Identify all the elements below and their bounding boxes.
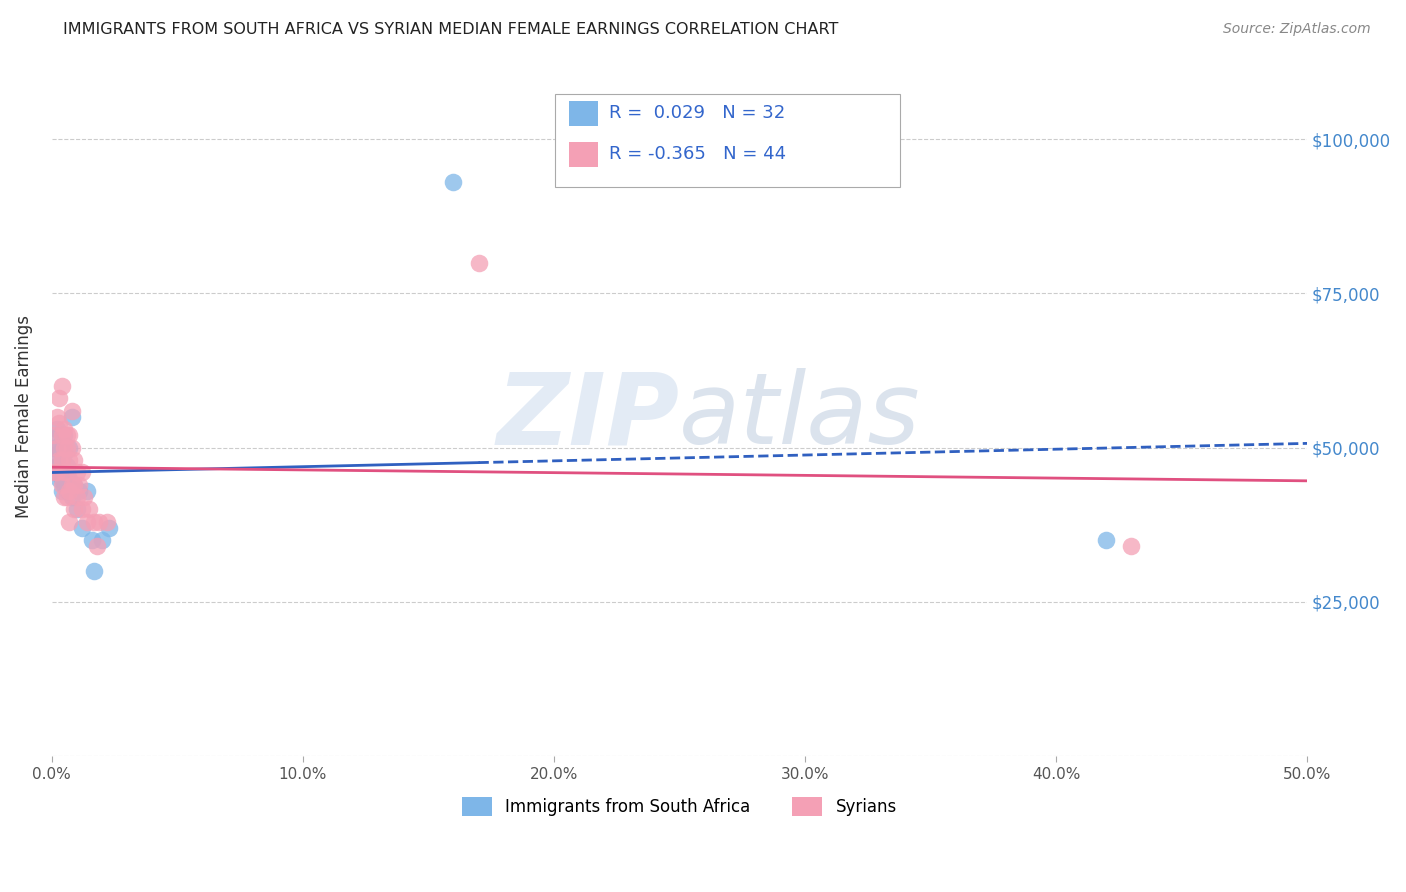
Point: [45, 409, 67, 424]
Point: [63, 477, 86, 491]
Y-axis label: Median Female Earnings: Median Female Earnings: [15, 316, 32, 518]
Point: [73, 490, 96, 504]
Point: [53, 428, 76, 442]
Point: [63, 502, 86, 516]
Point: [63, 477, 86, 491]
Point: [79, 502, 101, 516]
Point: [44, 441, 66, 455]
Point: [58, 515, 80, 529]
Point: [48, 392, 70, 406]
Point: [53, 477, 76, 491]
Point: [58, 483, 80, 498]
Point: [70, 521, 93, 535]
Point: [48, 459, 70, 474]
Point: [66, 466, 89, 480]
Point: [51, 477, 73, 491]
Point: [70, 466, 93, 480]
Point: [51, 428, 73, 442]
Point: [56, 483, 79, 498]
Point: [48, 428, 70, 442]
Point: [51, 453, 73, 467]
Point: [63, 453, 86, 467]
Point: [66, 490, 89, 504]
Point: [48, 416, 70, 430]
Point: [60, 477, 83, 491]
Point: [45, 422, 67, 436]
Point: [60, 403, 83, 417]
Point: [53, 447, 76, 461]
Text: IMMIGRANTS FROM SOUTH AFRICA VS SYRIAN MEDIAN FEMALE EARNINGS CORRELATION CHART: IMMIGRANTS FROM SOUTH AFRICA VS SYRIAN M…: [63, 22, 838, 37]
Point: [91, 533, 114, 548]
Point: [56, 459, 79, 474]
Point: [45, 459, 67, 474]
Point: [96, 515, 118, 529]
Point: [53, 422, 76, 436]
Point: [76, 483, 98, 498]
Point: [56, 466, 79, 480]
Point: [58, 441, 80, 455]
Point: [53, 490, 76, 504]
Legend: Immigrants from South Africa, Syrians: Immigrants from South Africa, Syrians: [456, 790, 904, 822]
Point: [51, 483, 73, 498]
Point: [48, 441, 70, 455]
Text: atlas: atlas: [679, 368, 921, 466]
Point: [83, 515, 105, 529]
Point: [51, 472, 73, 486]
Point: [89, 515, 111, 529]
Point: [56, 428, 79, 442]
Point: [58, 472, 80, 486]
Point: [58, 453, 80, 467]
Text: ZIP: ZIP: [496, 368, 679, 466]
Point: [56, 490, 79, 504]
Point: [83, 564, 105, 578]
Point: [67, 477, 90, 491]
Point: [44, 466, 66, 480]
Point: [80, 533, 103, 548]
Point: [76, 515, 98, 529]
Point: [44, 428, 66, 442]
Point: [86, 540, 108, 554]
Point: [58, 428, 80, 442]
Text: R =  0.029   N = 32: R = 0.029 N = 32: [609, 104, 785, 122]
Point: [51, 379, 73, 393]
Point: [60, 409, 83, 424]
Point: [70, 502, 93, 516]
Point: [48, 453, 70, 467]
Point: [60, 490, 83, 504]
Point: [56, 441, 79, 455]
Point: [1121, 540, 1143, 554]
Text: R = -0.365   N = 44: R = -0.365 N = 44: [609, 145, 786, 163]
Point: [60, 441, 83, 455]
Point: [53, 466, 76, 480]
Point: [51, 453, 73, 467]
Point: [1095, 533, 1118, 548]
Point: [48, 472, 70, 486]
Text: Source: ZipAtlas.com: Source: ZipAtlas.com: [1223, 22, 1371, 37]
Point: [53, 441, 76, 455]
Point: [45, 466, 67, 480]
Point: [441, 175, 464, 189]
Point: [67, 483, 90, 498]
Point: [467, 255, 489, 269]
Point: [66, 502, 89, 516]
Point: [51, 434, 73, 449]
Point: [45, 447, 67, 461]
Point: [45, 441, 67, 455]
Point: [98, 521, 121, 535]
